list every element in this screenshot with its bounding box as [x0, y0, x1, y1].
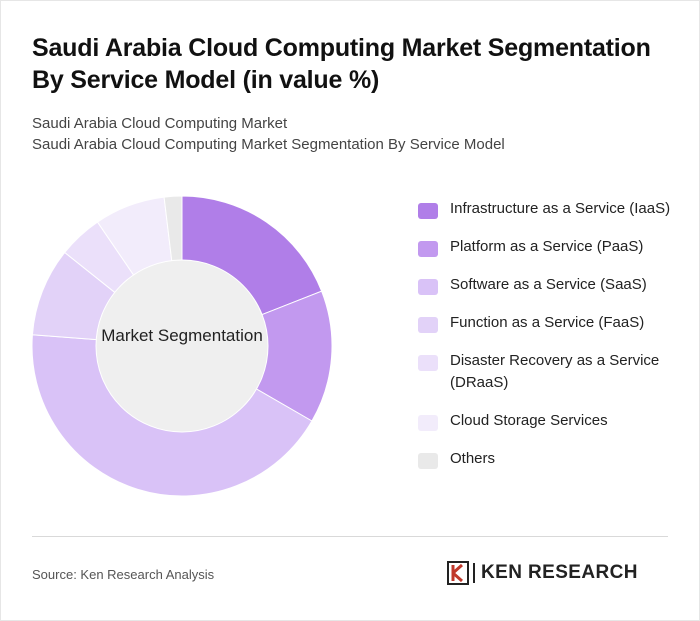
- legend-item: Others: [418, 448, 678, 470]
- legend-swatch: [418, 279, 438, 295]
- legend-item: Cloud Storage Services: [418, 410, 678, 432]
- legend-label: Platform as a Service (PaaS): [450, 238, 644, 255]
- legend-item: Infrastructure as a Service (IaaS): [418, 198, 678, 220]
- ken-research-logo-icon: [447, 561, 469, 585]
- legend-label: Disaster Recovery as a Service (DRaaS): [450, 352, 660, 391]
- legend-swatch: [418, 355, 438, 371]
- footer-divider: [32, 536, 668, 537]
- legend-item: Platform as a Service (PaaS): [418, 236, 678, 258]
- source-text: Source: Ken Research Analysis: [32, 567, 215, 582]
- logo-text: KEN RESEARCH: [481, 562, 638, 583]
- legend-item: Function as a Service (FaaS): [418, 312, 678, 334]
- legend-swatch: [418, 241, 438, 257]
- chart-title: Saudi Arabia Cloud Computing Market Segm…: [32, 34, 651, 94]
- legend-swatch: [418, 453, 438, 469]
- donut-hole: [95, 259, 269, 433]
- legend-label: Cloud Storage Services: [450, 412, 608, 429]
- legend-swatch: [418, 317, 438, 333]
- legend-item: Software as a Service (SaaS): [418, 274, 678, 296]
- ken-research-logo: KEN RESEARCH: [447, 561, 638, 585]
- legend-label: Others: [450, 450, 496, 467]
- subtitle-line-2: Saudi Arabia Cloud Computing Market Segm…: [32, 136, 505, 153]
- legend-label: Infrastructure as a Service (IaaS): [450, 200, 671, 217]
- legend-swatch: [418, 415, 438, 431]
- chart-legend: Infrastructure as a Service (IaaS) Platfo…: [418, 198, 678, 486]
- logo-separator: [473, 563, 475, 583]
- legend-item: Disaster Recovery as a Service (DRaaS): [418, 350, 678, 394]
- donut-chart: [31, 195, 333, 497]
- legend-label: Function as a Service (FaaS): [450, 314, 645, 331]
- chart-subtitle: Saudi Arabia Cloud Computing Market Saud…: [32, 113, 672, 155]
- legend-label: Software as a Service (SaaS): [450, 276, 647, 293]
- donut-center-label: Market Segmentation: [101, 326, 263, 345]
- legend-swatch: [418, 203, 438, 219]
- subtitle-line-1: Saudi Arabia Cloud Computing Market: [32, 115, 288, 132]
